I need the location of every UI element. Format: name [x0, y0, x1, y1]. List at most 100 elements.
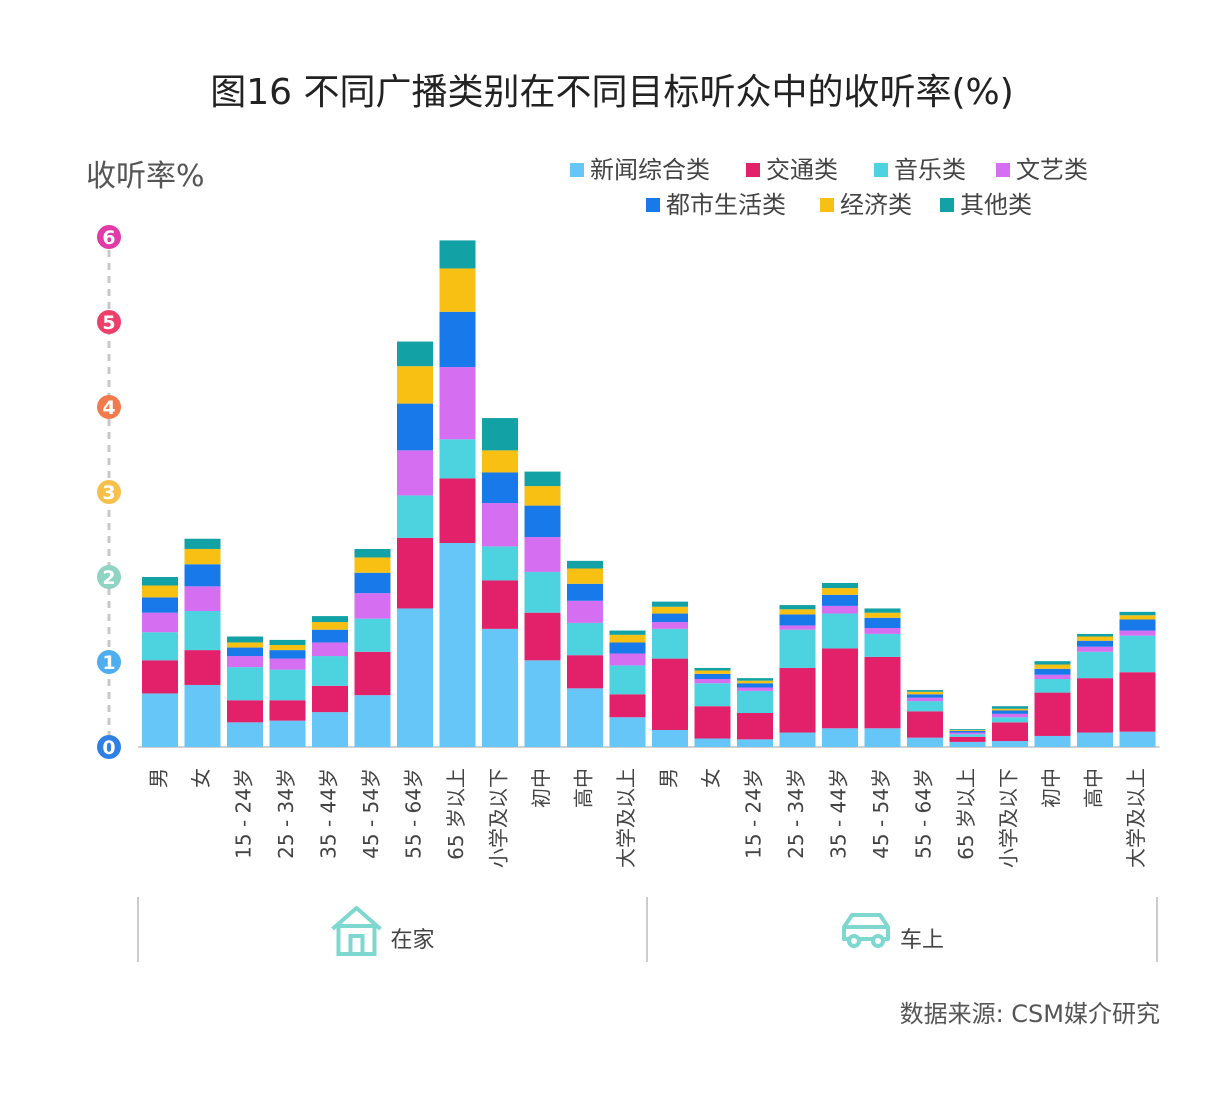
- bar-segment: [142, 693, 178, 747]
- bar-segment: [779, 667, 816, 733]
- bar-segment: [524, 471, 561, 487]
- bar-segment: [354, 572, 391, 594]
- bar-segment: [1034, 674, 1071, 679]
- bar-segment: [482, 546, 518, 581]
- bar-segment: [354, 618, 391, 652]
- bar-segment: [609, 665, 646, 695]
- bar-segment: [397, 495, 433, 538]
- bar-segment: [482, 472, 518, 504]
- legend-label: 其他类: [960, 191, 1032, 219]
- bar-segment: [1034, 692, 1071, 736]
- bar-segment: [694, 667, 731, 671]
- category-label: 55 - 64岁: [912, 768, 936, 859]
- category-label: 大学及以上: [614, 768, 638, 868]
- category-label: 高中: [1082, 768, 1106, 808]
- bar-segment: [609, 717, 646, 747]
- bar-segment: [269, 645, 306, 651]
- category-label: 65 岁以上: [444, 768, 468, 860]
- house-icon: [331, 906, 382, 956]
- chart-title: 图16 不同广播类别在不同目标听众中的收听率(%): [210, 72, 1014, 113]
- bar-segment: [312, 622, 348, 630]
- bar-segment: [737, 680, 773, 684]
- legend-label: 新闻综合类: [590, 156, 710, 184]
- bar-segment: [227, 636, 263, 643]
- bar-segment: [397, 341, 433, 367]
- bar-segment: [439, 439, 476, 479]
- car-icon: [842, 913, 890, 948]
- bar-segment: [439, 367, 476, 440]
- bar-segment: [694, 738, 731, 747]
- bar-segment: [184, 564, 221, 587]
- category-label: 男: [147, 768, 171, 788]
- legend-swatch: [570, 163, 584, 177]
- bar-segment: [397, 537, 433, 609]
- bar-segment: [312, 656, 348, 686]
- bar-segment: [184, 611, 221, 651]
- bar-segment: [439, 311, 476, 368]
- bar-segment: [482, 450, 518, 473]
- bar-segment: [524, 612, 561, 661]
- bar-segment: [907, 690, 943, 692]
- bar-segment: [992, 713, 1028, 718]
- bar-segment: [652, 613, 688, 623]
- bar-segment: [864, 612, 901, 618]
- category-labels: 男女 15 - 24岁 25 - 34岁 35 - 44岁 45 - 54岁 55 - 6…: [147, 768, 1149, 868]
- bar-segment: [397, 403, 433, 451]
- bar-segment: [949, 729, 986, 730]
- y-tick-marker: [97, 735, 121, 759]
- y-axis-label: 收听率%: [86, 159, 205, 194]
- bar-segment: [142, 585, 178, 598]
- bar-segment: [1119, 611, 1156, 616]
- category-label: 女: [699, 768, 723, 788]
- bar-segment: [312, 642, 348, 657]
- bar-segment: [142, 597, 178, 613]
- bar-segment: [652, 601, 688, 607]
- bar-segment: [269, 720, 306, 747]
- bar-segment: [822, 588, 858, 595]
- bar-segment: [142, 577, 178, 586]
- bar-segment: [227, 647, 263, 657]
- bar-segment: [524, 505, 561, 538]
- legend-label: 交通类: [766, 156, 838, 184]
- y-tick-marker: [97, 225, 121, 249]
- bar-segment: [184, 684, 221, 747]
- bar-segment: [269, 700, 306, 721]
- legend-swatch: [940, 198, 954, 212]
- bar-segment: [652, 730, 688, 747]
- bar-segment: [1119, 635, 1156, 673]
- bar-segment: [949, 736, 986, 742]
- bar-segment: [652, 622, 688, 629]
- legend-swatch: [746, 163, 760, 177]
- bar-segment: [907, 737, 943, 747]
- bar-segment: [694, 683, 731, 707]
- bar-segment: [694, 679, 731, 684]
- y-tick-marker: [97, 310, 121, 334]
- bar-segment: [1077, 732, 1113, 747]
- bar-segment: [354, 695, 391, 747]
- bar-segment: [907, 701, 943, 712]
- bar-segment: [864, 628, 901, 634]
- bar-segment: [992, 706, 1028, 709]
- bar-segment: [822, 582, 858, 589]
- bar-segment: [949, 732, 986, 735]
- bar-segment: [567, 688, 603, 747]
- bar-segment: [1034, 668, 1071, 675]
- category-label: 小学及以下: [487, 768, 511, 868]
- bar-segment: [907, 711, 943, 738]
- bar-segment: [269, 658, 306, 670]
- bar-segment: [524, 571, 561, 613]
- y-tick-label: 4: [102, 397, 115, 419]
- bar-segment: [737, 678, 773, 681]
- bar-segment: [1077, 636, 1113, 641]
- bar-segment: [312, 629, 348, 643]
- bar-segment: [227, 642, 263, 648]
- bar-segment: [567, 600, 603, 623]
- bar-segment: [779, 614, 816, 626]
- bar-segment: [822, 728, 858, 747]
- category-label: 女: [189, 768, 213, 788]
- bar-segment: [269, 650, 306, 659]
- bar-segment: [354, 651, 391, 696]
- bar-segment: [992, 741, 1028, 747]
- legend-label: 都市生活类: [666, 191, 786, 219]
